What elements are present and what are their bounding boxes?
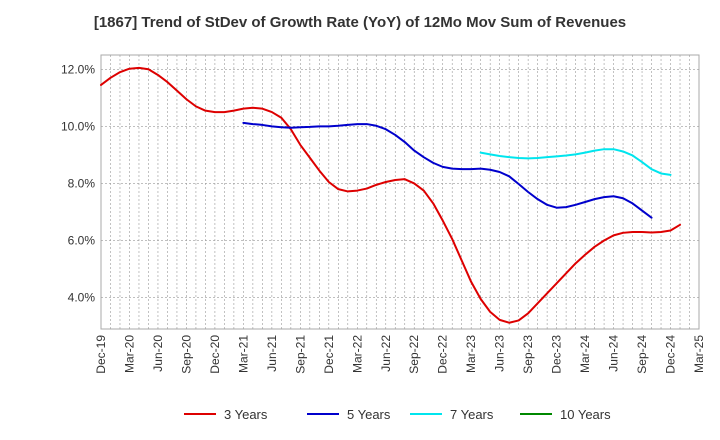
x-axis-ticks: Dec-19 Mar-20 Jun-20 Sep-20 Dec-20 Mar-21 Jun-… xyxy=(94,335,706,374)
x-tick-label: Mar-23 xyxy=(464,335,478,373)
y-tick-label: 10.0% xyxy=(61,119,95,133)
legend-label: 3 Years xyxy=(224,407,268,422)
y-tick-label: 8.0% xyxy=(68,176,96,190)
x-tick-label: Jun-20 xyxy=(151,335,165,372)
x-tick-label: Sep-23 xyxy=(521,335,535,374)
x-tick-label: Mar-24 xyxy=(578,335,592,373)
x-tick-label: Mar-22 xyxy=(350,335,364,373)
chart-title: [1867] Trend of StDev of Growth Rate (Yo… xyxy=(93,14,627,31)
x-tick-label: Sep-22 xyxy=(407,335,421,374)
legend-label: 5 Years xyxy=(347,407,391,422)
x-tick-label: Mar-25 xyxy=(692,335,706,373)
x-tick-label: Dec-22 xyxy=(436,335,450,374)
legend-label: 10 Years xyxy=(560,407,611,422)
x-tick-label: Dec-20 xyxy=(208,335,222,374)
series-line-3-years xyxy=(100,66,682,324)
x-tick-label: Sep-21 xyxy=(293,335,307,374)
y-axis-ticks: 4.0% 6.0% 8.0% 10.0% 12.0% xyxy=(61,62,95,304)
x-tick-label: Dec-24 xyxy=(664,335,678,374)
series-lines xyxy=(100,66,682,324)
x-tick-label: Jun-24 xyxy=(607,335,621,372)
x-tick-label: Jun-23 xyxy=(493,335,507,372)
x-tick-label: Dec-23 xyxy=(550,335,564,374)
y-tick-label: 6.0% xyxy=(68,234,96,248)
plot-area xyxy=(100,54,700,330)
x-tick-label: Mar-20 xyxy=(122,335,136,373)
x-tick-label: Sep-24 xyxy=(635,335,649,374)
y-tick-label: 4.0% xyxy=(68,291,96,305)
x-tick-label: Jun-22 xyxy=(379,335,393,372)
legend: 3 Years 5 Years 7 Years 10 Years xyxy=(184,407,611,422)
legend-label: 7 Years xyxy=(450,407,494,422)
x-tick-label: Dec-19 xyxy=(94,335,108,374)
grid-lines xyxy=(101,55,699,329)
x-tick-label: Dec-21 xyxy=(322,335,336,374)
series-line-5-years xyxy=(242,121,653,219)
series-line-7-years xyxy=(479,148,672,176)
y-tick-label: 12.0% xyxy=(61,62,95,76)
x-tick-label: Sep-20 xyxy=(179,335,193,374)
x-tick-label: Mar-21 xyxy=(236,335,250,373)
x-tick-label: Jun-21 xyxy=(265,335,279,372)
